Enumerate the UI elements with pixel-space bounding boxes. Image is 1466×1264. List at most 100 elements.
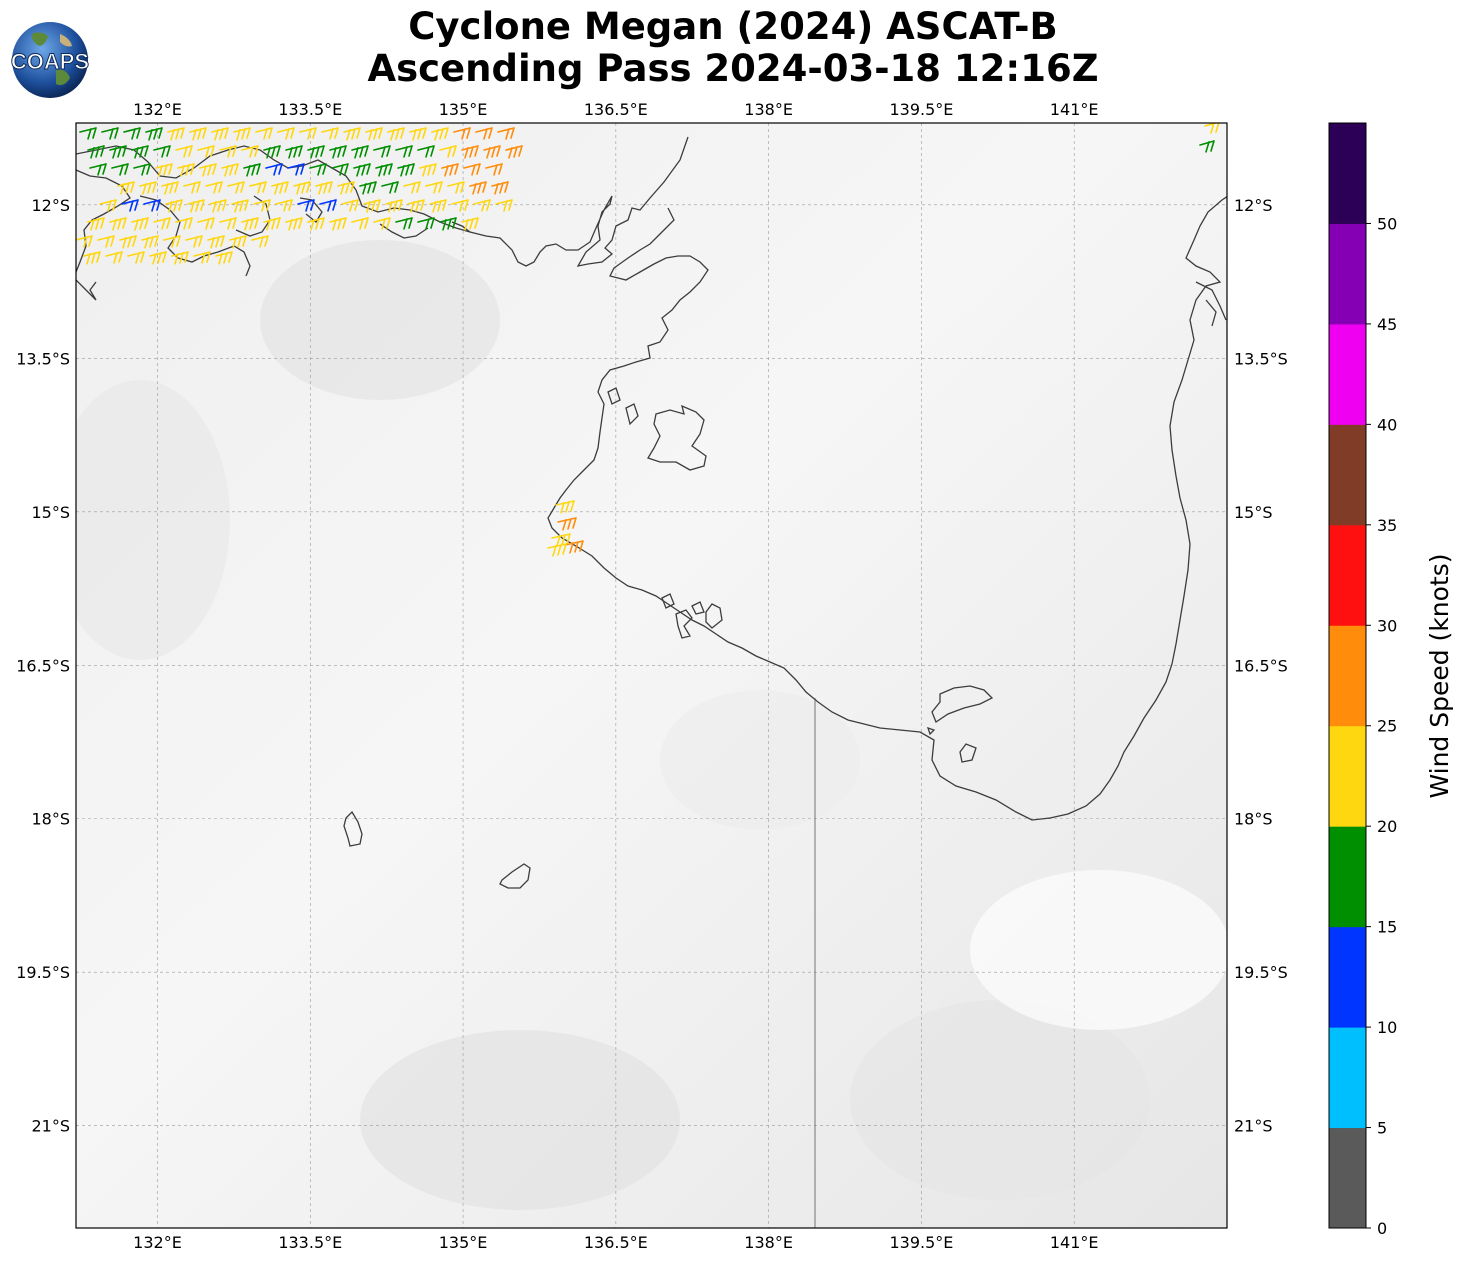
wind-barb xyxy=(373,145,391,158)
wind-barb xyxy=(117,181,135,195)
wind-barb xyxy=(123,127,141,140)
wind-barb xyxy=(497,127,515,140)
chart-title: Cyclone Megan (2024) ASCAT-B Ascending P… xyxy=(0,6,1466,90)
lon-tick-label-top: 139.5°E xyxy=(889,100,953,119)
wind-barb xyxy=(275,199,293,212)
lat-tick-label-right: 15°S xyxy=(1234,503,1273,522)
wind-barb xyxy=(495,199,513,212)
wind-barb xyxy=(505,145,523,159)
wind-barb xyxy=(463,163,481,176)
colorbar-segment xyxy=(1329,123,1366,224)
colorbar-label: Wind Speed (knots) xyxy=(1425,553,1454,798)
wind-barb xyxy=(329,217,347,231)
wind-barb xyxy=(307,145,325,159)
wind-barb xyxy=(243,163,261,177)
colorbar-tick-label: 35 xyxy=(1377,516,1397,535)
colorbar-tick-label: 15 xyxy=(1377,918,1397,937)
wind-barb xyxy=(441,163,459,177)
wind-barb xyxy=(351,217,369,230)
lat-tick-label-left: 13.5°S xyxy=(16,349,70,368)
wind-barb xyxy=(127,251,145,264)
colorbar xyxy=(1329,123,1366,1229)
wind-barb xyxy=(285,217,303,231)
colorbar-segment xyxy=(1329,725,1366,827)
wind-barb xyxy=(473,199,491,212)
colorbar-segment xyxy=(1329,625,1366,727)
lon-tick-label-bottom: 138°E xyxy=(744,1233,793,1252)
lon-tick-label-top: 133.5°E xyxy=(278,100,342,119)
wind-barb xyxy=(359,181,377,195)
lon-tick-label-bottom: 133.5°E xyxy=(278,1233,342,1252)
wind-barb xyxy=(469,181,487,195)
wind-barb xyxy=(365,127,383,141)
wind-barb xyxy=(109,145,127,159)
lat-tick-label-right: 16.5°S xyxy=(1234,656,1288,675)
lon-tick-label-top: 132°E xyxy=(133,100,182,119)
wind-barb xyxy=(297,199,315,212)
lat-tick-label-right: 21°S xyxy=(1234,1117,1273,1136)
wind-barb xyxy=(439,145,457,158)
coastline xyxy=(76,136,1227,889)
wind-barb xyxy=(425,181,443,194)
wind-barb xyxy=(211,127,229,141)
wind-barb xyxy=(111,163,129,176)
wind-barb xyxy=(395,145,413,158)
wind-barb xyxy=(171,251,189,265)
wind-barb xyxy=(139,181,157,195)
wind-barb xyxy=(417,145,435,158)
wind-barb xyxy=(381,181,399,194)
title-line-2: Ascending Pass 2024-03-18 12:16Z xyxy=(367,47,1099,90)
wind-barb xyxy=(167,127,185,141)
wind-barb xyxy=(417,217,435,230)
wind-barb xyxy=(199,163,217,177)
wind-barb xyxy=(321,127,339,140)
colorbar-segment xyxy=(1329,1127,1366,1229)
lon-tick-label-bottom: 141°E xyxy=(1050,1233,1099,1252)
wind-barb xyxy=(87,145,105,159)
wind-barb xyxy=(105,251,123,264)
wind-barb xyxy=(119,235,137,249)
colorbar-segment xyxy=(1329,926,1366,1028)
wind-barb xyxy=(229,235,247,249)
wind-barb xyxy=(331,163,349,176)
wind-barb xyxy=(207,235,225,249)
wind-barb xyxy=(265,163,283,176)
wind-barb xyxy=(309,163,327,176)
lat-tick-label-right: 13.5°S xyxy=(1234,349,1288,368)
lon-tick-label-top: 138°E xyxy=(744,100,793,119)
wind-barb xyxy=(263,145,281,159)
colorbar-segment xyxy=(1329,223,1366,325)
wind-barb xyxy=(205,181,223,194)
colorbar-segment xyxy=(1329,424,1366,526)
map-frame xyxy=(75,122,1228,1229)
wind-barb xyxy=(241,217,259,231)
wind-barb xyxy=(385,199,403,213)
lon-tick-label-top: 141°E xyxy=(1050,100,1099,119)
wind-barb xyxy=(131,217,149,231)
wind-barb xyxy=(1204,123,1220,134)
wind-barb xyxy=(101,127,119,140)
colorbar-tick-label: 20 xyxy=(1377,817,1397,836)
wind-barb xyxy=(255,127,273,140)
colorbar-tick-label: 45 xyxy=(1377,315,1397,334)
title-line-1: Cyclone Megan (2024) ASCAT-B xyxy=(408,5,1058,48)
lat-tick-label-right: 19.5°S xyxy=(1234,963,1288,982)
wind-barb xyxy=(193,251,211,264)
colorbar-tick-label: 30 xyxy=(1377,616,1397,635)
wind-barb xyxy=(141,235,159,249)
wind-barb xyxy=(343,127,361,141)
wind-barb xyxy=(397,163,415,177)
lat-tick-label-left: 21°S xyxy=(31,1117,70,1136)
wind-barb xyxy=(407,199,425,213)
wind-barb xyxy=(133,163,151,176)
wind-barb xyxy=(461,217,479,231)
wind-barb xyxy=(215,251,233,265)
wind-barb xyxy=(551,533,571,547)
wind-barb xyxy=(187,199,205,213)
wind-barb xyxy=(241,145,259,158)
wind-barb xyxy=(145,127,163,141)
wind-barb xyxy=(83,251,101,265)
colorbar-segment xyxy=(1329,524,1366,626)
wind-barb xyxy=(89,163,107,176)
lon-tick-label-top: 136.5°E xyxy=(584,100,648,119)
